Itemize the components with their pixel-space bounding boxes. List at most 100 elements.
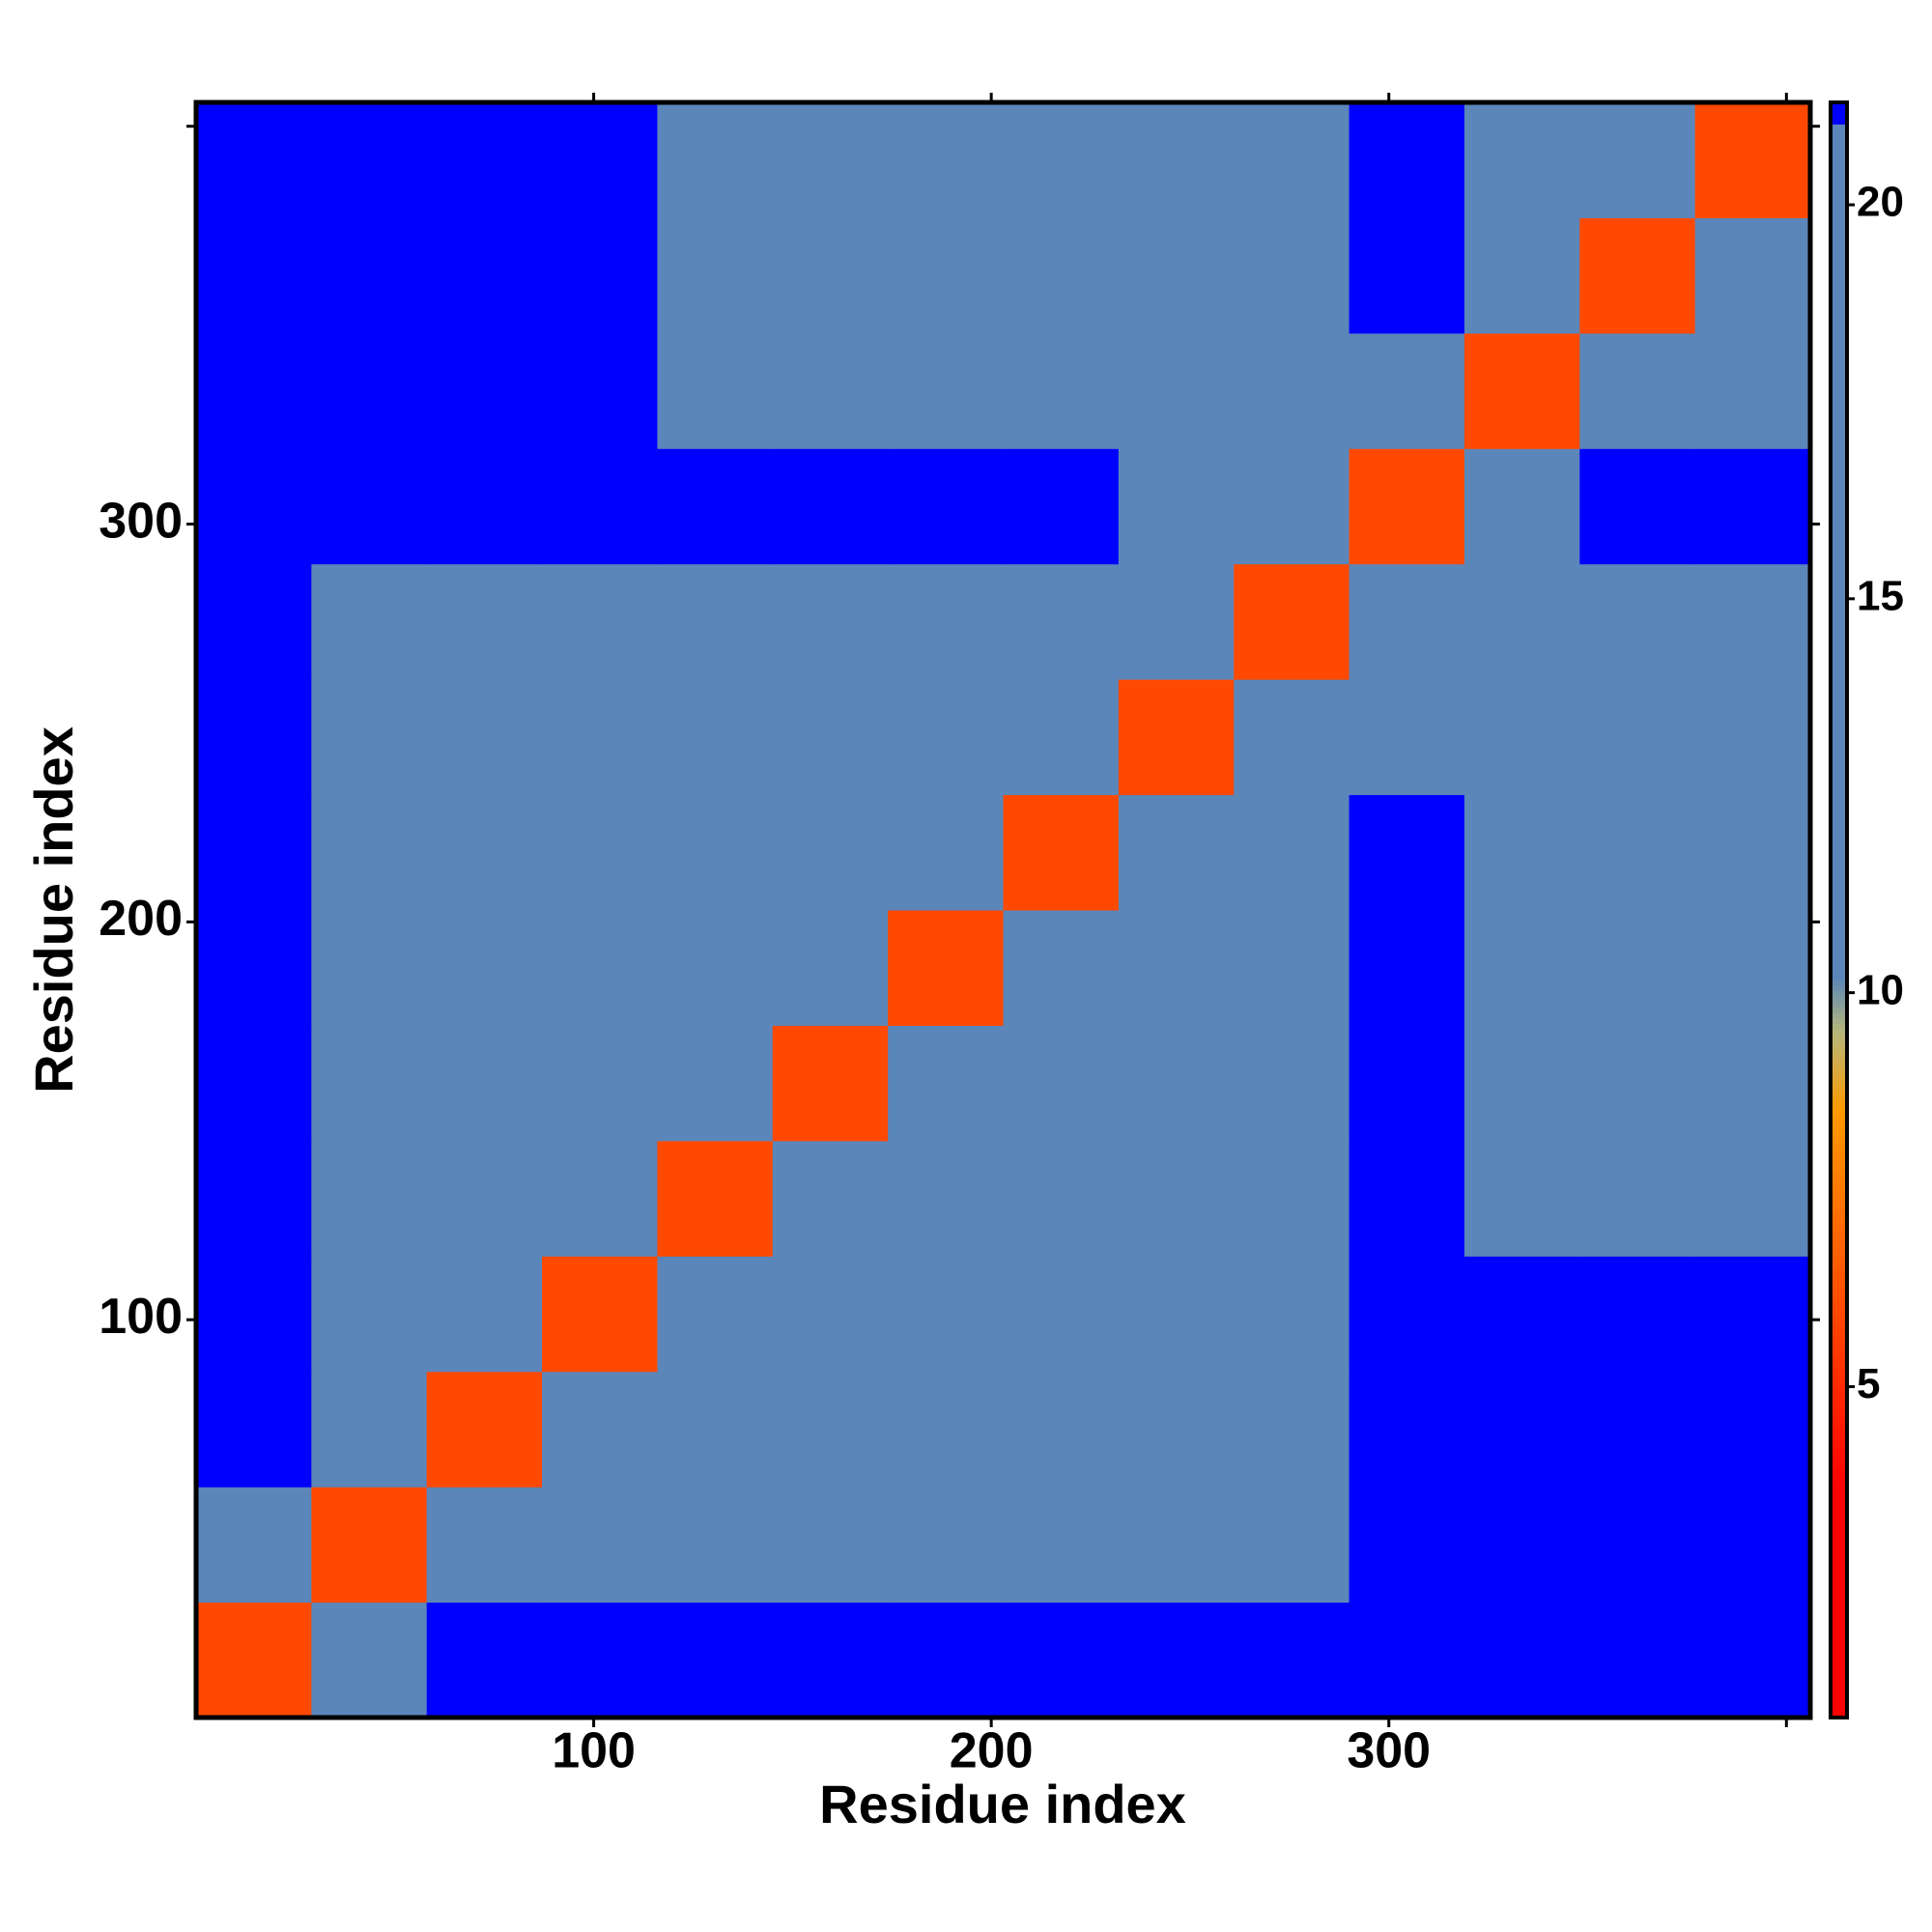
- heatmap-cell: [1579, 794, 1696, 911]
- colorbar-segment: [1831, 1685, 1847, 1691]
- heatmap-cell: [772, 217, 889, 334]
- heatmap-cell: [888, 794, 1004, 911]
- colorbar-segment: [1831, 371, 1847, 378]
- colorbar-segment: [1831, 1491, 1847, 1498]
- colorbar-segment: [1831, 624, 1847, 631]
- heatmap-cell: [1694, 910, 1811, 1026]
- colorbar-segment: [1831, 554, 1847, 561]
- colorbar-segment: [1831, 1195, 1847, 1202]
- colorbar-segment: [1831, 963, 1847, 970]
- colorbar-segment: [1831, 333, 1847, 340]
- colorbar-segment: [1831, 931, 1847, 938]
- heatmap-cell: [1579, 679, 1696, 796]
- heatmap-cell: [1463, 332, 1580, 449]
- heatmap-cell: [1003, 563, 1120, 680]
- heatmap-cell: [657, 448, 774, 565]
- heatmap-cell: [1579, 102, 1696, 218]
- colorbar-segment: [1831, 301, 1847, 308]
- heatmap-cell: [657, 1487, 774, 1604]
- heatmap-cell: [1463, 1025, 1580, 1142]
- heatmap-cell: [1003, 448, 1120, 565]
- colorbar-segment: [1831, 264, 1847, 270]
- colorbar-segment: [1831, 457, 1847, 465]
- colorbar-segment: [1831, 1011, 1847, 1019]
- colorbar-segment: [1831, 1658, 1847, 1664]
- colorbar-segment: [1831, 1604, 1847, 1611]
- colorbar-segment: [1831, 1034, 1847, 1040]
- heatmap-cell: [1118, 332, 1235, 449]
- colorbar-segment: [1831, 145, 1847, 152]
- heatmap-cell: [888, 1025, 1004, 1142]
- heatmap-cell: [1463, 910, 1580, 1026]
- colorbar-segment: [1831, 1706, 1847, 1714]
- colorbar-segment: [1831, 818, 1847, 825]
- colorbar-segment: [1831, 894, 1847, 900]
- colorbar-segment: [1831, 668, 1847, 674]
- colorbar-segment: [1831, 291, 1847, 298]
- colorbar-segment: [1831, 1087, 1847, 1094]
- heatmap-cell: [542, 1025, 658, 1142]
- heatmap-cell: [311, 563, 428, 680]
- colorbar-segment: [1831, 597, 1847, 604]
- heatmap-cell: [1118, 794, 1235, 911]
- colorbar-segment: [1831, 1157, 1847, 1164]
- heatmap-cell: [888, 1140, 1004, 1257]
- heatmap-cell: [1463, 1140, 1580, 1257]
- heatmap-cell: [772, 1487, 889, 1604]
- heatmap-cell: [196, 448, 312, 565]
- colorbar-segment: [1831, 1351, 1847, 1358]
- colorbar-segment: [1831, 898, 1847, 906]
- heatmap-cell: [1579, 563, 1696, 680]
- colorbar-frame: [1829, 100, 1849, 1719]
- colorbar-segment: [1831, 1109, 1847, 1116]
- x-tick-label: 200: [950, 1723, 1034, 1779]
- heatmap-cell: [196, 332, 312, 449]
- heatmap-cell: [311, 1602, 428, 1719]
- colorbar-segment: [1831, 1319, 1847, 1325]
- colorbar-segment: [1831, 339, 1847, 346]
- heatmap-cell: [311, 217, 428, 334]
- colorbar-segment: [1831, 1281, 1847, 1288]
- colorbar-segment: [1831, 446, 1847, 453]
- heatmap-cell: [1694, 1371, 1811, 1488]
- colorbar-segment: [1831, 1260, 1847, 1266]
- colorbar-segment: [1831, 1373, 1847, 1379]
- colorbar-segment: [1831, 1174, 1847, 1180]
- heatmap-cell: [426, 1025, 543, 1142]
- colorbar-segment: [1831, 1486, 1847, 1492]
- colorbar-segment: [1831, 904, 1847, 911]
- colorbar-segment: [1831, 118, 1847, 125]
- heatmap-cell: [657, 1256, 774, 1373]
- colorbar-segment: [1831, 323, 1847, 329]
- heatmap-cell: [1003, 102, 1120, 218]
- colorbar-segment: [1831, 506, 1847, 513]
- colorbar-segment: [1831, 414, 1847, 421]
- colorbar-segment: [1831, 490, 1847, 497]
- colorbar-segment: [1831, 1588, 1847, 1595]
- heatmap-cell: [1118, 1025, 1235, 1142]
- heatmap-cell: [1694, 1025, 1811, 1142]
- heatmap-cell: [1694, 448, 1811, 565]
- colorbar-segment: [1831, 1394, 1847, 1401]
- colorbar-segment: [1831, 802, 1847, 809]
- colorbar-segment: [1831, 871, 1847, 879]
- colorbar-segment: [1831, 522, 1847, 528]
- colorbar-segment: [1831, 500, 1847, 507]
- heatmap-cell: [888, 563, 1004, 680]
- colorbar-segment: [1831, 1615, 1847, 1622]
- colorbar-segment: [1831, 565, 1847, 572]
- colorbar-segment: [1831, 1695, 1847, 1702]
- heatmap-cell: [888, 332, 1004, 449]
- heatmap-cell: [196, 217, 312, 334]
- colorbar-segment: [1831, 382, 1847, 388]
- colorbar-segment: [1831, 258, 1847, 265]
- colorbar-segment: [1831, 613, 1847, 620]
- heatmap-cell: [426, 910, 543, 1026]
- heatmap-cell: [1003, 332, 1120, 449]
- colorbar-segment: [1831, 242, 1847, 249]
- heatmap-cell: [657, 102, 774, 218]
- colorbar-segment: [1831, 296, 1847, 302]
- colorbar-segment: [1831, 1647, 1847, 1654]
- heatmap-cell: [542, 448, 658, 565]
- colorbar-segment: [1831, 640, 1847, 647]
